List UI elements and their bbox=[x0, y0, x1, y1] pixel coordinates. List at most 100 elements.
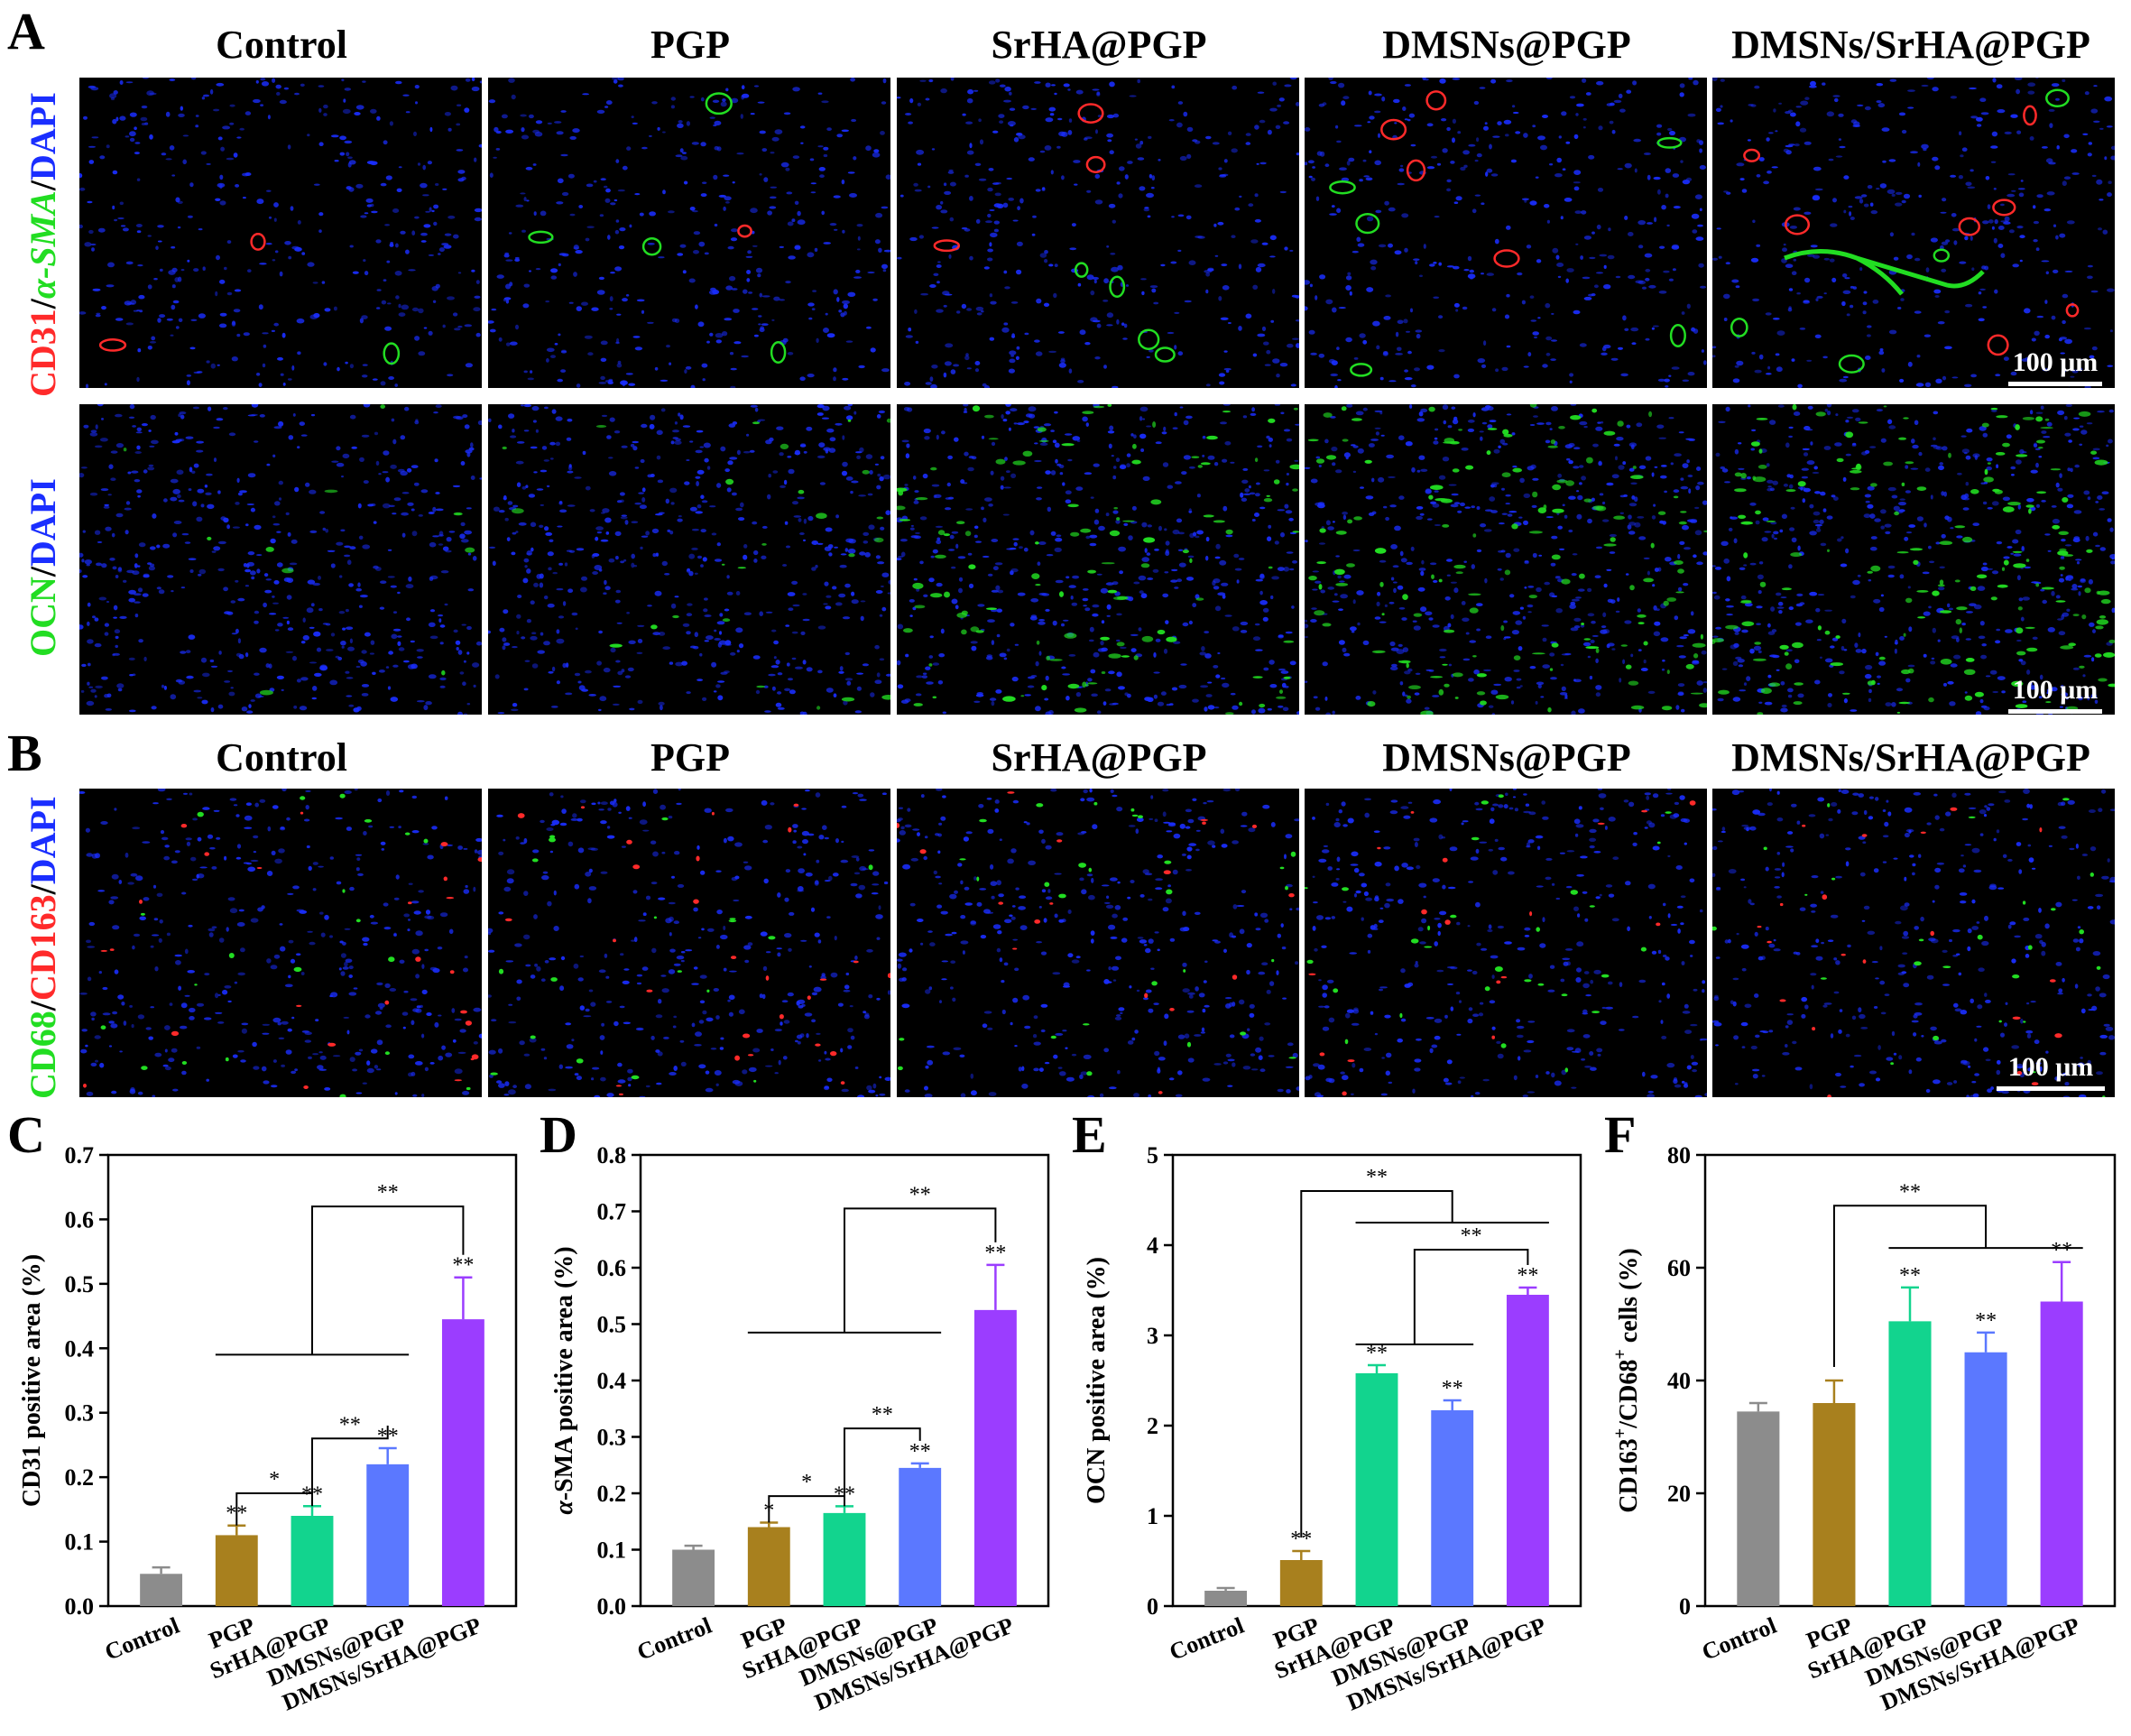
bar-srha-pgp bbox=[823, 1512, 866, 1606]
scale-bar-label: 100 μm bbox=[2007, 1052, 2094, 1082]
significance-mark: ** bbox=[1517, 1264, 1538, 1288]
ylabel-part: cells (%) bbox=[1615, 1248, 1643, 1349]
group-title-dmsns-srha-a: DMSNs/SrHA@PGP bbox=[1731, 23, 2090, 67]
y-tick-label: 0.4 bbox=[65, 1335, 95, 1362]
scale-bar-row3: 100 μm bbox=[1992, 1052, 2109, 1091]
y-tick-label: 0.3 bbox=[597, 1425, 627, 1451]
y-tick-label: 0.6 bbox=[65, 1206, 95, 1233]
label-dapi: DAPI bbox=[23, 796, 63, 885]
bracket-label: ** bbox=[1461, 1224, 1482, 1248]
ylabel-part: CD163 bbox=[1615, 1438, 1643, 1512]
micrograph-row2-col4 bbox=[1305, 404, 1707, 715]
label-asma: α-SMA bbox=[23, 190, 63, 300]
bar-dmsns-srha-pgp bbox=[973, 1309, 1017, 1606]
panel-a-letter: A bbox=[7, 2, 45, 60]
scale-bar-row2: 100 μm bbox=[2001, 675, 2109, 714]
label-sep: / bbox=[23, 180, 63, 191]
bracket-label: ** bbox=[872, 1403, 893, 1427]
scale-bar-row1: 100 μm bbox=[2001, 347, 2109, 386]
chart-c-cd31: C 0.0 0.1 0.2 0.3 0.4 0.5 0.6 0.7 CD31 positive a… bbox=[7, 1105, 518, 1716]
label-sep: / bbox=[23, 1001, 63, 1011]
ylabel-sup: + bbox=[1610, 1428, 1630, 1438]
y-tick-label: 0.1 bbox=[597, 1537, 627, 1564]
bracket-label: ** bbox=[377, 1181, 399, 1205]
group-title-srha-a: SrHA@PGP bbox=[991, 23, 1207, 67]
bar-pgp bbox=[1813, 1403, 1856, 1606]
ylabel-sup: + bbox=[1610, 1349, 1630, 1359]
label-dapi: DAPI bbox=[23, 92, 63, 181]
y-tick-label: 0.2 bbox=[65, 1464, 95, 1491]
micrograph-row1-col2 bbox=[488, 78, 890, 388]
y-tick-label: 0.5 bbox=[65, 1271, 95, 1297]
y-tick-label: 0.0 bbox=[65, 1593, 95, 1620]
y-tick-label: 0 bbox=[1147, 1593, 1158, 1620]
panel-b-letter: B bbox=[7, 724, 42, 782]
y-tick-label: 2 bbox=[1147, 1413, 1158, 1439]
ylabel-part: -SMA positive area (%) bbox=[550, 1246, 578, 1501]
y-tick-label: 1 bbox=[1147, 1503, 1158, 1529]
y-tick-label: 0.0 bbox=[597, 1593, 627, 1620]
scale-bar-label: 100 μm bbox=[2012, 675, 2099, 705]
bar-control bbox=[1204, 1591, 1248, 1606]
bar-pgp bbox=[215, 1535, 258, 1606]
y-tick-label: 80 bbox=[1667, 1142, 1691, 1168]
panel-letter: C bbox=[7, 1105, 45, 1164]
significance-mark: ** bbox=[1366, 1342, 1388, 1365]
bar-control bbox=[140, 1574, 183, 1606]
y-tick-label: 0.7 bbox=[65, 1142, 95, 1168]
micrograph-row3-col1 bbox=[79, 789, 482, 1097]
label-cd68: CD68 bbox=[23, 1011, 63, 1099]
scale-bar-label: 100 μm bbox=[2012, 347, 2099, 377]
micrograph-row1-col4 bbox=[1305, 78, 1707, 388]
panel-letter: D bbox=[540, 1105, 577, 1164]
micrograph-row3-col5 bbox=[1712, 789, 2115, 1097]
panel-letter: E bbox=[1072, 1105, 1107, 1164]
y-tick-label: 0.1 bbox=[65, 1529, 95, 1556]
bar-control bbox=[1737, 1411, 1780, 1606]
bar-srha-pgp bbox=[291, 1516, 334, 1606]
x-tick-label: Control bbox=[1166, 1612, 1248, 1666]
significance-bracket bbox=[844, 1207, 997, 1333]
y-axis-label: α-SMA positive area (%) bbox=[550, 1246, 578, 1514]
y-tick-label: 5 bbox=[1147, 1142, 1158, 1168]
bar-srha-pgp bbox=[1355, 1373, 1398, 1606]
bar-dmsns-pgp bbox=[899, 1467, 942, 1606]
y-tick-label: 0.6 bbox=[597, 1255, 627, 1281]
significance-bracket bbox=[844, 1427, 921, 1507]
micrograph-row3-col3 bbox=[897, 789, 1299, 1097]
significance-bracket bbox=[311, 1205, 465, 1355]
micrograph-row2-col1 bbox=[79, 404, 482, 715]
bar-dmsns-srha-pgp bbox=[441, 1319, 484, 1606]
micrograph-row1-col1 bbox=[79, 78, 482, 388]
group-title-srha-b: SrHA@PGP bbox=[991, 735, 1207, 780]
significance-mark: ** bbox=[909, 1440, 931, 1464]
significance-mark: ** bbox=[1899, 1264, 1921, 1288]
bar-srha-pgp bbox=[1888, 1321, 1932, 1606]
y-tick-label: 20 bbox=[1667, 1481, 1691, 1507]
bracket-label: ** bbox=[339, 1413, 361, 1436]
significance-bracket bbox=[311, 1426, 389, 1507]
significance-bracket bbox=[1413, 1249, 1529, 1344]
ylabel-part: α bbox=[550, 1501, 578, 1515]
bracket-label: ** bbox=[909, 1183, 931, 1206]
bracket-label: ** bbox=[1899, 1180, 1921, 1204]
bar-dmsns-srha-pgp bbox=[2040, 1301, 2083, 1606]
label-dapi: DAPI bbox=[23, 478, 63, 567]
group-title-dmsns-srha-b: DMSNs/SrHA@PGP bbox=[1731, 735, 2090, 780]
y-axis-label: OCN positive area (%) bbox=[1083, 1257, 1111, 1504]
row-label-cd31-asma-dapi: CD31/α-SMA/DAPI bbox=[23, 92, 63, 397]
y-tick-label: 0.2 bbox=[597, 1481, 627, 1507]
label-sep: / bbox=[23, 884, 63, 895]
group-title-dmsns-a: DMSNs@PGP bbox=[1382, 23, 1631, 67]
bar-control bbox=[672, 1549, 715, 1606]
label-sep: / bbox=[23, 566, 63, 577]
micrograph-row2-col5 bbox=[1712, 404, 2115, 715]
label-sep: / bbox=[23, 299, 63, 309]
significance-mark: ** bbox=[984, 1242, 1006, 1265]
y-tick-label: 40 bbox=[1667, 1368, 1691, 1394]
y-tick-label: 0.5 bbox=[597, 1312, 627, 1338]
bracket-label: * bbox=[269, 1468, 280, 1491]
bar-dmsns-pgp bbox=[1964, 1352, 2007, 1606]
y-tick-label: 0.4 bbox=[597, 1368, 627, 1394]
